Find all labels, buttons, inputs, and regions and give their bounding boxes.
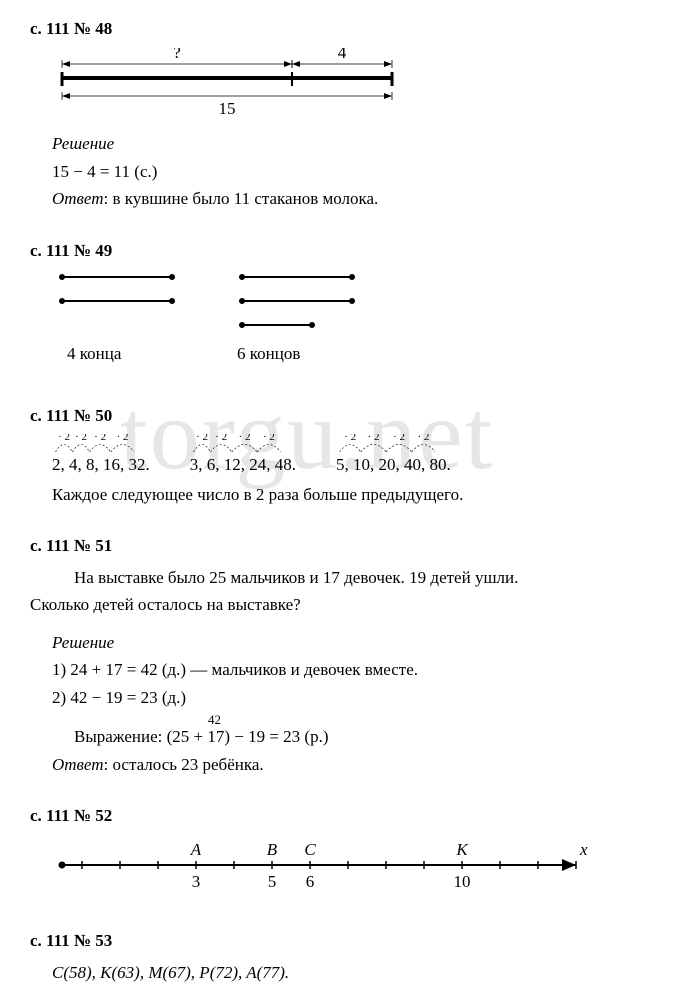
problem-51-header: с. 111 № 51 (30, 533, 668, 559)
svg-text:6 концов: 6 концов (237, 344, 300, 363)
sequence: 3, 6, 12, 24, 48.· 2· 2· 2· 2 (190, 434, 296, 478)
svg-text:· 2: · 2 (417, 434, 429, 443)
svg-text:15: 15 (219, 99, 236, 118)
step1-51: 1) 24 + 17 = 42 (д.) — мальчиков и девоч… (52, 657, 668, 683)
svg-text:5: 5 (268, 872, 277, 891)
problem-52-header: с. 111 № 52 (30, 803, 668, 829)
answer-text-48: : в кувшине было 11 стаканов молока. (104, 189, 379, 208)
svg-text:C: C (304, 840, 316, 859)
problem-52: с. 111 № 52 A 3 B 5 C 6 K 10 x (30, 803, 668, 902)
problem-50-header: с. 111 № 50 (30, 403, 668, 429)
svg-text:?: ? (173, 48, 181, 62)
svg-text:· 2: · 2 (263, 434, 275, 443)
svg-text:3: 3 (192, 872, 201, 891)
number-line-52: A 3 B 5 C 6 K 10 x (52, 835, 668, 903)
answer-label-48: Ответ (52, 189, 104, 208)
solution-label-48: Решение (52, 131, 668, 157)
sequence: 5, 10, 20, 40, 80.· 2· 2· 2· 2 (336, 434, 451, 478)
svg-text:· 2: · 2 (393, 434, 405, 443)
svg-text:A: A (190, 840, 202, 859)
step2-51: 2) 42 − 19 = 23 (д.) (52, 685, 668, 711)
rule-text-50: Каждое следующее число в 2 раза больше п… (52, 482, 668, 508)
svg-text:· 2: · 2 (196, 434, 208, 443)
svg-text:6: 6 (306, 872, 315, 891)
svg-text:10: 10 (454, 872, 471, 891)
answer-53: C(58), K(63), M(67), P(72), A(77). (52, 960, 668, 986)
solution-line-48: 15 − 4 = 11 (с.) (52, 159, 668, 185)
problem-49: с. 111 № 49 4 конца 6 концов (30, 238, 668, 377)
problem-48: с. 111 № 48 ? 4 15 Решение 15 − 4 = 11 (с.… (30, 16, 668, 212)
svg-text:x: x (579, 840, 588, 859)
svg-text:· 2: · 2 (344, 434, 356, 443)
solution-label-51: Решение (52, 630, 668, 656)
expr-annot-51: 42 (208, 710, 221, 730)
answer-48: Ответ: в кувшине было 11 стаканов молока… (52, 186, 668, 212)
answer-text-51: : осталось 23 ребёнка. (104, 755, 264, 774)
svg-text:B: B (267, 840, 278, 859)
sequence-row-50: 2, 4, 8, 16, 32.· 2· 2· 2· 23, 6, 12, 24… (52, 434, 668, 478)
problem-50: с. 111 № 50 2, 4, 8, 16, 32.· 2· 2· 2· 2… (30, 403, 668, 508)
answer-51: Ответ: осталось 23 ребёнка. (52, 752, 668, 778)
problem-49-header: с. 111 № 49 (30, 238, 668, 264)
problem-48-header: с. 111 № 48 (30, 16, 668, 42)
segment-diagram-49: 4 конца 6 концов (52, 269, 668, 377)
svg-text:· 2: · 2 (238, 434, 250, 443)
problem-text-51-l1: На выставке было 25 мальчиков и 17 девоч… (52, 565, 668, 591)
svg-text:K: K (455, 840, 469, 859)
svg-text:· 2: · 2 (368, 434, 380, 443)
expr-51: 42 Выражение: (25 + 17) − 19 = 23 (р.) (52, 724, 668, 750)
svg-text:4: 4 (338, 48, 347, 62)
problem-text-51-l2: Сколько детей осталось на выставке? (30, 592, 668, 618)
svg-text:4 конца: 4 конца (67, 344, 122, 363)
problem-53-header: с. 111 № 53 (30, 928, 668, 954)
sequence: 2, 4, 8, 16, 32.· 2· 2· 2· 2 (52, 434, 150, 478)
svg-text:· 2: · 2 (94, 434, 106, 443)
segment-diagram-48: ? 4 15 (52, 48, 668, 126)
svg-text:· 2: · 2 (116, 434, 128, 443)
problem-51: с. 111 № 51 На выставке было 25 мальчико… (30, 533, 668, 777)
svg-text:· 2: · 2 (215, 434, 227, 443)
svg-text:· 2: · 2 (75, 434, 87, 443)
svg-text:· 2: · 2 (58, 434, 70, 443)
answer-label-51: Ответ (52, 755, 104, 774)
expr-text-51: Выражение: (25 + 17) − 19 = 23 (р.) (74, 727, 329, 746)
problem-53: с. 111 № 53 C(58), K(63), M(67), P(72), … (30, 928, 668, 985)
